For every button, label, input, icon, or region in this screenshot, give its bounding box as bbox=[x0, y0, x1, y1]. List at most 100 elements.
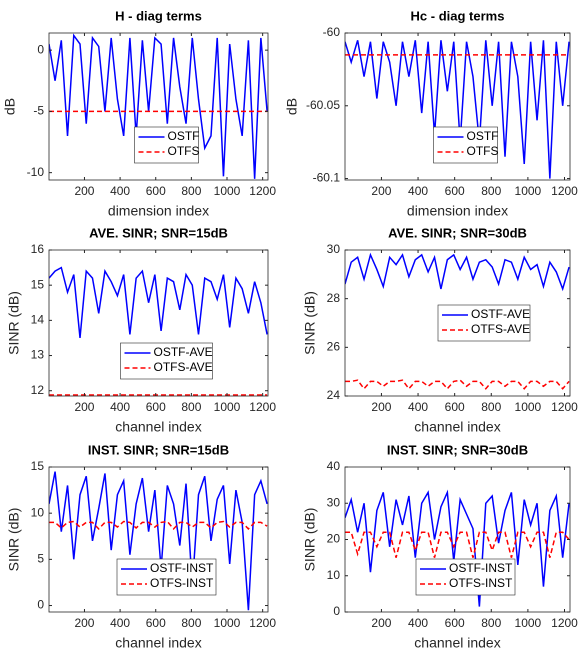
axes-box bbox=[48, 466, 269, 613]
legend-label: OTFS bbox=[168, 144, 200, 158]
x-tick-label: 1200 bbox=[551, 400, 578, 414]
x-axis-label: channel index bbox=[115, 419, 201, 435]
y-tick-label: 12 bbox=[31, 383, 45, 397]
y-tick-label: 40 bbox=[327, 459, 341, 473]
x-tick-label: 200 bbox=[74, 400, 94, 414]
legend-box bbox=[120, 342, 213, 380]
y-tick-label: -60.1 bbox=[313, 171, 341, 185]
x-tick-label: 400 bbox=[408, 184, 428, 198]
y-tick-label: 10 bbox=[327, 568, 341, 582]
x-tick-label: 1200 bbox=[249, 616, 276, 630]
x-tick-label: 200 bbox=[74, 616, 94, 630]
x-tick-label: 800 bbox=[481, 616, 501, 630]
data-line bbox=[49, 471, 268, 611]
legend-box bbox=[134, 126, 199, 164]
chart-title: Hc - diag terms bbox=[411, 8, 505, 23]
chart-title: H - diag terms bbox=[115, 8, 202, 23]
chart-title: INST. SINR; SNR=30dB bbox=[387, 442, 528, 457]
y-axis-label: SINR (dB) bbox=[302, 508, 318, 572]
x-tick-label: 600 bbox=[445, 616, 465, 630]
x-tick-label: 400 bbox=[408, 616, 428, 630]
y-tick-label: 0 bbox=[333, 604, 340, 618]
axes-box bbox=[48, 32, 269, 181]
x-tick-label: 1200 bbox=[551, 184, 578, 198]
y-axis-label: dB bbox=[284, 98, 300, 115]
x-tick-label: 600 bbox=[146, 184, 166, 198]
legend-label: OTFS bbox=[467, 144, 499, 158]
x-tick-label: 600 bbox=[445, 184, 465, 198]
x-tick-label: 800 bbox=[181, 616, 201, 630]
legend-box bbox=[437, 304, 531, 342]
y-axis-label: dB bbox=[2, 98, 18, 115]
x-axis-label: channel index bbox=[115, 635, 201, 651]
x-tick-label: 800 bbox=[181, 184, 201, 198]
x-tick-label: 1000 bbox=[515, 400, 542, 414]
x-tick-label: 400 bbox=[408, 400, 428, 414]
y-axis-label: SINR (dB) bbox=[6, 291, 22, 355]
x-tick-label: 600 bbox=[146, 616, 166, 630]
axes-box bbox=[344, 32, 571, 181]
legend-label: OTFS-AVE bbox=[471, 322, 530, 336]
y-tick-label: 13 bbox=[31, 348, 45, 362]
x-tick-label: 200 bbox=[371, 400, 391, 414]
x-axis-label: channel index bbox=[414, 635, 500, 651]
x-tick-label: 400 bbox=[110, 400, 130, 414]
axes-box bbox=[344, 249, 571, 397]
y-tick-label: 5 bbox=[37, 552, 44, 566]
x-tick-label: 600 bbox=[445, 400, 465, 414]
legend-label: OTFS-INST bbox=[150, 576, 214, 590]
x-tick-label: 800 bbox=[481, 400, 501, 414]
legend-label: OSTF bbox=[467, 129, 499, 143]
y-tick-label: 14 bbox=[31, 313, 45, 327]
legend-label: OSTF-AVE bbox=[154, 345, 213, 359]
data-line bbox=[345, 531, 570, 558]
y-tick-label: 26 bbox=[327, 340, 341, 354]
y-tick-label: 24 bbox=[327, 388, 341, 402]
data-line bbox=[345, 379, 570, 390]
y-tick-label: 15 bbox=[31, 459, 45, 473]
x-tick-label: 1000 bbox=[214, 400, 241, 414]
legend-label: OSTF-INST bbox=[150, 561, 214, 575]
data-line bbox=[345, 252, 570, 292]
y-tick-label: 0 bbox=[37, 42, 44, 56]
y-tick-label: 20 bbox=[327, 532, 341, 546]
x-axis-label: channel index bbox=[414, 419, 500, 435]
y-axis-label: SINR (dB) bbox=[302, 291, 318, 355]
y-tick-label: 10 bbox=[31, 505, 45, 519]
legend-box bbox=[433, 126, 498, 164]
x-tick-label: 800 bbox=[481, 184, 501, 198]
y-tick-label: 28 bbox=[327, 291, 341, 305]
x-tick-label: 1000 bbox=[515, 616, 542, 630]
x-tick-label: 1000 bbox=[214, 184, 241, 198]
y-tick-label: -60.05 bbox=[306, 98, 340, 112]
y-tick-label: 30 bbox=[327, 495, 341, 509]
y-tick-label: -60 bbox=[323, 25, 341, 39]
y-tick-label: 15 bbox=[31, 277, 45, 291]
data-line bbox=[49, 266, 268, 339]
legend-label: OSTF-INST bbox=[449, 561, 513, 575]
x-tick-label: 1200 bbox=[249, 400, 276, 414]
x-tick-label: 400 bbox=[110, 184, 130, 198]
y-tick-label: -5 bbox=[33, 104, 44, 118]
x-tick-label: 400 bbox=[110, 616, 130, 630]
y-tick-label: 16 bbox=[31, 242, 45, 256]
legend-label: OTFS-AVE bbox=[154, 360, 213, 374]
chart-title: INST. SINR; SNR=15dB bbox=[88, 442, 229, 457]
data-line bbox=[49, 33, 268, 179]
x-tick-label: 800 bbox=[181, 400, 201, 414]
y-tick-label: -10 bbox=[27, 165, 45, 179]
x-axis-label: dimension index bbox=[407, 203, 508, 219]
legend-label: OSTF bbox=[168, 129, 200, 143]
x-tick-label: 200 bbox=[74, 184, 94, 198]
x-tick-label: 1000 bbox=[515, 184, 542, 198]
x-tick-label: 600 bbox=[146, 400, 166, 414]
y-axis-label: SINR (dB) bbox=[6, 508, 22, 572]
data-line bbox=[49, 520, 268, 530]
legend-box bbox=[116, 558, 217, 596]
x-tick-label: 1200 bbox=[551, 616, 578, 630]
chart-title: AVE. SINR; SNR=30dB bbox=[388, 225, 527, 240]
x-tick-label: 200 bbox=[371, 184, 391, 198]
x-axis-label: dimension index bbox=[108, 203, 209, 219]
